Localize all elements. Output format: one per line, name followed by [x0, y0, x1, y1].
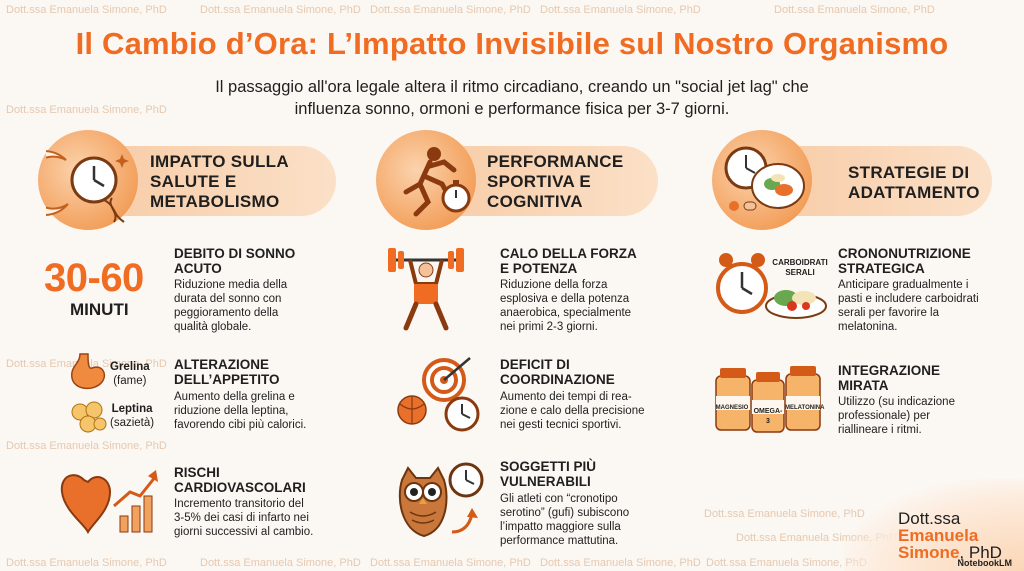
watermark-text: Dott.ssa Emanuela Simone, PhD: [6, 4, 167, 16]
bottle-label: OMEGA-3: [753, 408, 783, 425]
watermark-text: Dott.ssa Emanuela Simone, PhD: [200, 557, 361, 569]
alarm-clock-food-icon: [716, 253, 827, 319]
watermark-text: Dott.ssa Emanuela Simone, PhD: [200, 4, 361, 16]
carbs-label: CARBOIDRATI SERALI: [772, 258, 828, 277]
watermark-text: Dott.ssa Emanuela Simone, PhD: [6, 104, 167, 116]
item-text-coordination: Aumento dei tempi di rea-zione e calo de…: [500, 391, 645, 431]
page-subtitle: Il passaggio all'ora legale altera il ri…: [150, 76, 874, 120]
bottle-label: MAGNESIO: [715, 405, 749, 411]
owl-clock-icon: [398, 462, 484, 538]
item-title-strength: CALO DELLA FORZA E POTENZA: [500, 246, 637, 276]
item-title-supplements: INTEGRAZIONE MIRATA: [838, 363, 941, 393]
item-text-vulnerable: Gli atleti con “cronotipo serotino” (gufi…: [500, 493, 630, 547]
target-clock-icon: [397, 357, 480, 432]
watermark-text: Dott.ssa Emanuela Simone, PhD: [774, 4, 935, 16]
watermark-text: Dott.ssa Emanuela Simone, PhD: [370, 4, 531, 16]
sleep-loss-number: 30-60: [44, 256, 144, 300]
fat-cells-icon: [71, 401, 107, 433]
watermark-text: Dott.ssa Emanuela Simone, PhD: [370, 557, 531, 569]
watermark-text: Dott.ssa Emanuela Simone, PhD: [6, 440, 167, 452]
item-title-chrononutrition: CRONONUTRIZIONE STRATEGICA: [838, 246, 971, 276]
stomach-icon: [71, 353, 106, 390]
item-title-cardio: RISCHI CARDIOVASCOLARI: [174, 465, 306, 495]
item-text-strength: Riduzione della forza esplosiva e della p…: [500, 279, 632, 333]
subtitle-line: Il passaggio all'ora legale altera il ri…: [215, 78, 809, 96]
item-text-supplements: Utilizzo (su indicazione professionale) p…: [838, 396, 955, 436]
clock-plate-icon: [724, 146, 805, 211]
author-signature: Dott.ssa Emanuela Simone, PhD: [898, 509, 1002, 562]
section-title-strategies: STRATEGIE DI ADATTAMENTO: [848, 163, 980, 202]
watermark-text: Dott.ssa Emanuela Simone, PhD: [706, 557, 867, 569]
grelina-label: Grelina (fame): [110, 361, 150, 387]
sleep-loss-unit: MINUTI: [70, 300, 129, 319]
item-title-appetite: ALTERAZIONE DELL’APPETITO: [174, 357, 280, 387]
subtitle-line: influenza sonno, ormoni e performance fi…: [294, 100, 730, 118]
item-title-vulnerable: SOGGETTI PIÙ VULNERABILI: [500, 459, 597, 489]
section-badge-performance: [376, 130, 476, 230]
item-title-coordination: DEFICIT DI COORDINAZIONE: [500, 357, 615, 387]
bottle-label: MELATONINA: [785, 405, 825, 411]
watermark-text: Dott.ssa Emanuela Simone, PhD: [704, 508, 865, 520]
clock-dna-icon: [46, 150, 129, 223]
watermark-text: Dott.ssa Emanuela Simone, PhD: [6, 557, 167, 569]
leptina-label: Leptina (sazietà): [110, 403, 155, 429]
section-title-performance: PERFORMANCE SPORTIVA E COGNITIVA: [487, 152, 624, 211]
item-text-chrononutrition: Anticipare gradualmente i pasti e include…: [838, 279, 979, 333]
watermark-text: Dott.ssa Emanuela Simone, PhD: [540, 557, 701, 569]
weightlifter-icon: [388, 248, 464, 331]
page-title: Il Cambio d’Ora: L’Impatto Invisibile su…: [75, 26, 949, 61]
watermark-text: Dott.ssa Emanuela Simone, PhD: [540, 4, 701, 16]
heart-chart-icon: [60, 470, 158, 535]
supplement-bottles-icon: [715, 366, 821, 433]
item-text-cardio: Incremento transitorio del 3-5% dei casi …: [174, 498, 314, 538]
notebooklm-brand: NotebookLM: [957, 558, 1013, 568]
section-title-health: IMPATTO SULLA SALUTE E METABOLISMO: [150, 152, 289, 211]
item-title-sleep-debt: DEBITO DI SONNO ACUTO: [174, 246, 296, 276]
item-text-appetite: Aumento della grelina e riduzione della l…: [174, 391, 307, 431]
runner-stopwatch-icon: [403, 147, 471, 217]
author-badge-background: [844, 479, 1024, 571]
item-text-sleep-debt: Riduzione media della durata del sonno co…: [174, 279, 288, 333]
